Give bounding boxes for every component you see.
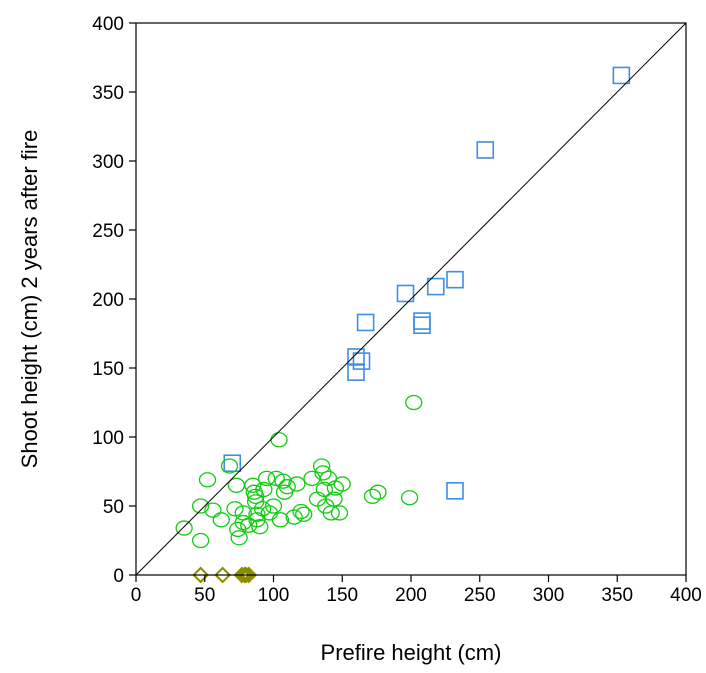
y-tick-label: 250 (92, 221, 124, 242)
diamond-marker (233, 566, 251, 584)
square-marker (356, 313, 375, 332)
square-marker (223, 454, 242, 473)
circle-marker (369, 484, 387, 500)
circle-marker (255, 481, 273, 498)
x-tick-label: 400 (670, 585, 702, 606)
square-marker (612, 66, 631, 85)
circle-marker (204, 502, 222, 518)
square-marker (446, 270, 464, 289)
data-marks (175, 66, 631, 584)
circle-marker (314, 465, 332, 481)
x-tick-label: 150 (326, 585, 358, 606)
square-marker (476, 141, 495, 159)
circle-marker (191, 532, 210, 549)
diamond-marker (237, 566, 255, 584)
y-tick-label: 200 (92, 290, 124, 311)
x-tick-label: 100 (258, 585, 290, 606)
circle-marker (191, 498, 210, 514)
x-tick-label: 200 (395, 585, 427, 606)
circle-marker (288, 476, 306, 492)
circle-marker (400, 490, 419, 506)
x-tick-label: 350 (601, 585, 633, 606)
circle-marker (175, 520, 193, 536)
circle-marker (312, 458, 331, 474)
circle-marker (226, 501, 244, 517)
circle-marker (212, 512, 230, 528)
circle-marker (257, 470, 276, 487)
circle-marker (333, 476, 351, 492)
y-tick-label: 50 (103, 497, 124, 518)
y-tick-label: 400 (92, 14, 124, 35)
circle-marker (278, 479, 296, 495)
circle-marker (251, 519, 269, 535)
circle-marker (285, 509, 303, 525)
x-tick-label: 300 (533, 585, 565, 606)
square-marker (426, 277, 445, 296)
circle-marker (271, 512, 290, 528)
square-marker (347, 348, 365, 366)
circle-marker (198, 472, 217, 488)
circle-marker (292, 503, 310, 520)
circle-marker (363, 488, 382, 504)
diamond-marker (192, 566, 210, 584)
y-tick-label: 0 (113, 566, 124, 587)
y-tick-label: 100 (92, 428, 124, 449)
circle-marker (244, 477, 262, 493)
y-tick-label: 350 (92, 83, 124, 104)
circle-marker (325, 491, 343, 507)
circle-marker (295, 506, 313, 522)
circle-marker (315, 481, 334, 498)
y-axis-title: Shoot height (cm) 2 years after fire (17, 130, 42, 469)
square-marker (413, 316, 431, 335)
axis-ticks: 0 50 100 150 200 250 300 350 400 0 50 100 150 200 250 3… (92, 14, 702, 606)
circle-marker (270, 432, 288, 448)
circle-marker (230, 530, 248, 546)
circle-marker (248, 506, 266, 522)
circle-marker (220, 458, 239, 474)
diamond-marker (214, 566, 232, 584)
y-tick-label: 150 (92, 359, 124, 380)
circle-marker (248, 512, 266, 528)
square-marker (352, 352, 371, 370)
square-marker (413, 312, 431, 330)
diamond-marker (240, 566, 258, 584)
x-tick-label: 0 (131, 585, 142, 606)
x-axis-title: Prefire height (cm) (321, 640, 502, 665)
circle-marker (405, 394, 423, 411)
circle-marker (264, 498, 283, 514)
x-tick-label: 50 (194, 585, 215, 606)
x-tick-label: 250 (464, 585, 496, 606)
square-marker (446, 482, 464, 500)
square-marker (396, 284, 415, 303)
identity-reference-line (135, 22, 687, 576)
circle-marker (330, 505, 349, 521)
y-tick-label: 300 (92, 152, 124, 173)
square-marker (347, 363, 365, 381)
